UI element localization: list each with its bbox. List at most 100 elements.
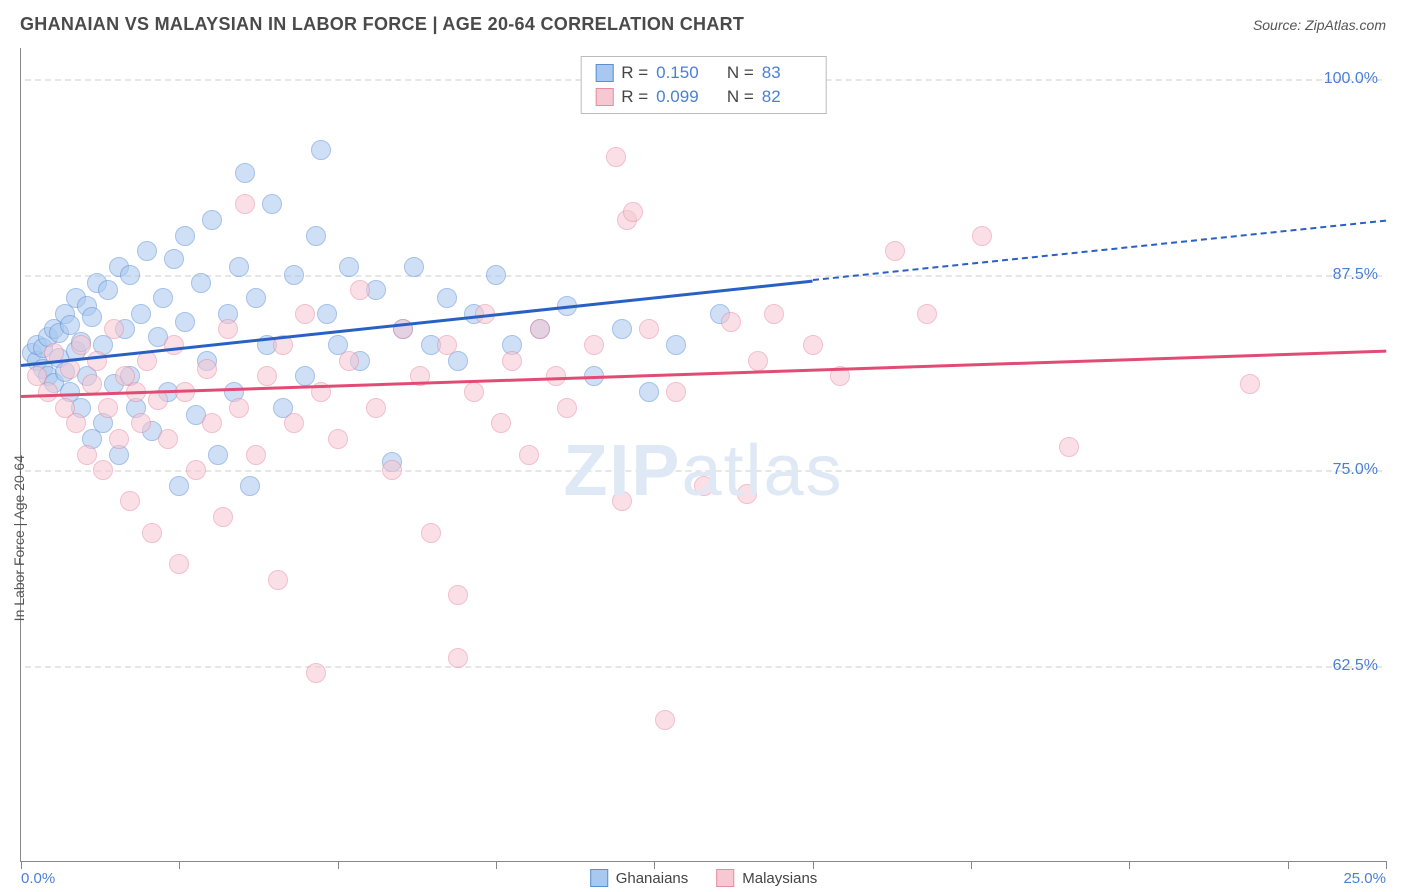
data-point [93,460,113,480]
data-point [213,507,233,527]
data-point [721,312,741,332]
x-tick [1386,861,1387,869]
data-point [306,226,326,246]
data-point [764,304,784,324]
chart-container: In Labor Force | Age 20-64 62.5%75.0%87.… [20,48,1386,862]
data-point [120,265,140,285]
data-point [666,382,686,402]
data-point [1059,437,1079,457]
chart-title: GHANAIAN VS MALAYSIAN IN LABOR FORCE | A… [20,14,744,35]
x-tick [338,861,339,869]
y-tick-label: 62.5% [1333,657,1378,675]
data-point [229,257,249,277]
data-point [404,257,424,277]
x-tick [1288,861,1289,869]
gridline [25,666,1382,668]
data-point [530,319,550,339]
data-point [218,319,238,339]
data-point [295,366,315,386]
data-point [268,570,288,590]
x-tick-label: 0.0% [21,870,55,887]
data-point [66,413,86,433]
data-point [803,335,823,355]
data-point [158,429,178,449]
data-point [137,241,157,261]
source-label: Source: ZipAtlas.com [1253,17,1386,33]
data-point [175,226,195,246]
gridline [25,275,1382,277]
data-point [153,288,173,308]
legend-swatch [595,88,613,106]
data-point [311,140,331,160]
data-point [737,484,757,504]
data-point [606,147,626,167]
data-point [464,382,484,402]
data-point [98,398,118,418]
data-point [284,265,304,285]
data-point [306,663,326,683]
data-point [448,648,468,668]
data-point [655,710,675,730]
data-point [235,163,255,183]
data-point [38,382,58,402]
data-point [104,319,124,339]
data-point [339,351,359,371]
data-point [131,413,151,433]
data-point [164,335,184,355]
data-point [82,307,102,327]
data-point [142,523,162,543]
data-point [186,460,206,480]
data-point [885,241,905,261]
data-point [519,445,539,465]
data-point [71,335,91,355]
data-point [748,351,768,371]
legend-row: R = 0.099 N = 82 [581,85,826,109]
legend-swatch [590,869,608,887]
data-point [175,312,195,332]
data-point [448,585,468,605]
x-tick [1129,861,1130,869]
data-point [557,398,577,418]
data-point [235,194,255,214]
gridline [25,470,1382,472]
legend-label: Ghanaians [616,870,689,887]
data-point [197,359,217,379]
data-point [284,413,304,433]
data-point [972,226,992,246]
data-point [612,491,632,511]
data-point [82,374,102,394]
x-tick [654,861,655,869]
legend-swatch [716,869,734,887]
data-point [109,429,129,449]
data-point [623,202,643,222]
data-point [202,210,222,230]
data-point [639,319,659,339]
data-point [917,304,937,324]
legend-item: Ghanaians [590,869,689,887]
data-point [437,335,457,355]
data-point [169,476,189,496]
x-tick-label: 25.0% [1343,870,1386,887]
data-point [502,351,522,371]
data-point [131,304,151,324]
data-point [208,445,228,465]
data-point [1240,374,1260,394]
data-point [382,460,402,480]
data-point [421,523,441,543]
data-point [639,382,659,402]
data-point [350,280,370,300]
data-point [584,335,604,355]
data-point [491,413,511,433]
y-tick-label: 75.0% [1333,461,1378,479]
plot-area: 62.5%75.0%87.5%100.0%0.0%25.0% [21,48,1386,861]
data-point [240,476,260,496]
legend-label: Malaysians [742,870,817,887]
data-point [666,335,686,355]
y-tick-label: 87.5% [1333,266,1378,284]
x-tick [179,861,180,869]
data-point [366,398,386,418]
data-point [262,194,282,214]
data-point [191,273,211,293]
data-point [87,351,107,371]
x-tick [971,861,972,869]
